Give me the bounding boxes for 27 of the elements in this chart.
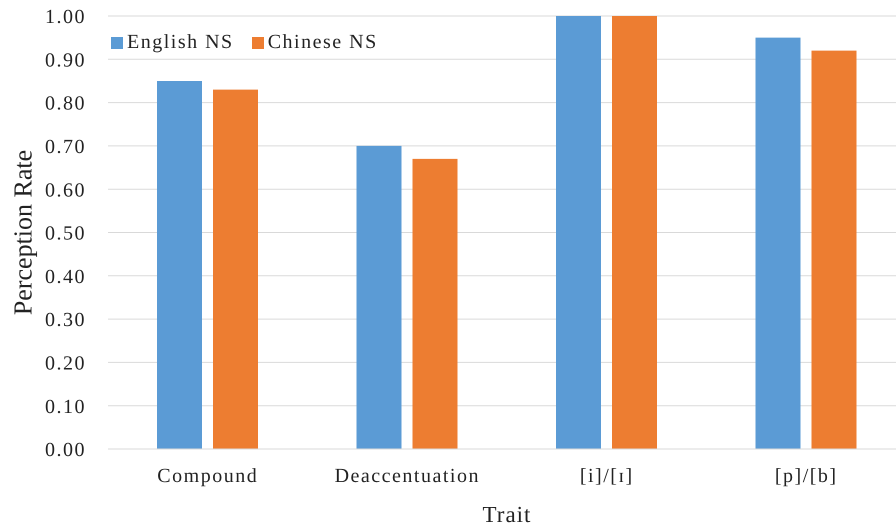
- x-tick-label: [i]/[ɪ]: [580, 465, 634, 488]
- bar: [213, 90, 258, 449]
- bar: [157, 80, 202, 449]
- legend-label: Chinese NS: [268, 31, 378, 53]
- y-tick-label: 0.20: [45, 352, 86, 374]
- x-axis-title: Trait: [482, 502, 532, 527]
- bar: [812, 50, 856, 449]
- y-tick-label: 0.90: [45, 49, 86, 72]
- legend-label: English NS: [127, 31, 234, 53]
- y-tick-label: 0.10: [45, 396, 86, 418]
- x-tick-label: [p]/[b]: [774, 465, 838, 488]
- bar: [412, 158, 458, 449]
- y-tick-label: 0.60: [45, 179, 86, 202]
- y-tick-label: 0.50: [45, 222, 86, 245]
- y-tick-label: 0.00: [45, 439, 86, 462]
- x-tick-label: Deaccentuation: [334, 465, 480, 488]
- bar: [756, 38, 800, 449]
- y-tick-label: 0.70: [45, 136, 86, 158]
- y-tick-label: 0.80: [45, 92, 86, 115]
- y-tick-label: 1.00: [45, 6, 86, 28]
- y-tick-label: 0.30: [45, 309, 86, 332]
- bar: [356, 146, 402, 449]
- y-tick-label: 0.40: [45, 266, 86, 288]
- y-axis-title: Perception Rate: [8, 150, 38, 316]
- x-tick-label: Compound: [157, 465, 258, 488]
- bar: [556, 16, 601, 449]
- bar: [612, 16, 657, 449]
